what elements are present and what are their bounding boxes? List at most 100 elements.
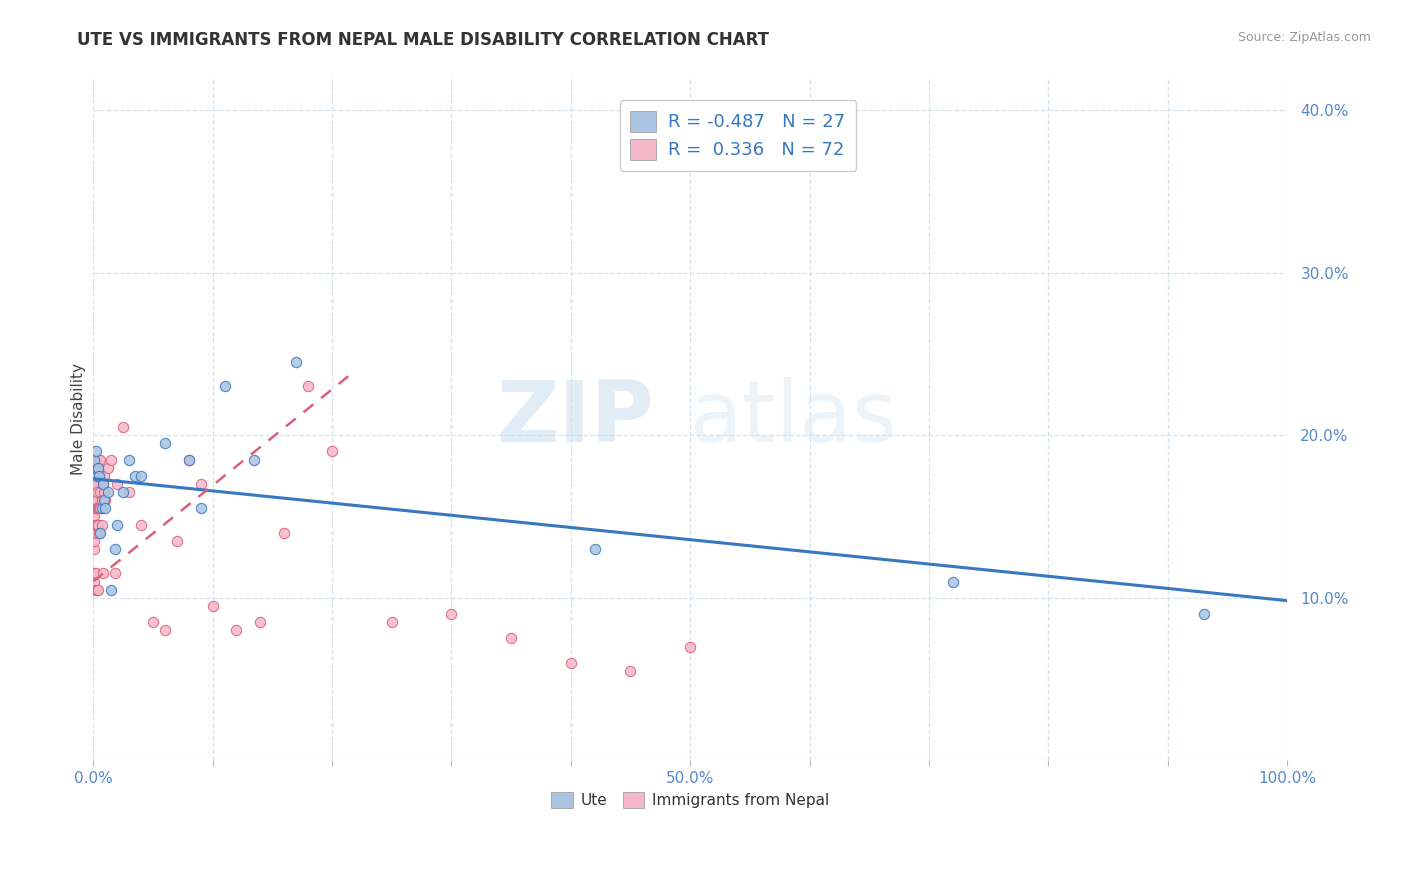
Point bbox=[91, 477, 114, 491]
Point bbox=[89, 525, 111, 540]
Point bbox=[83, 485, 105, 500]
Point bbox=[83, 509, 105, 524]
Point bbox=[84, 525, 107, 540]
Point bbox=[86, 517, 108, 532]
Point bbox=[83, 460, 105, 475]
Point bbox=[381, 615, 404, 629]
Point bbox=[112, 420, 135, 434]
Point bbox=[90, 517, 112, 532]
Point bbox=[89, 501, 111, 516]
Text: Source: ZipAtlas.com: Source: ZipAtlas.com bbox=[1237, 31, 1371, 45]
Point bbox=[100, 582, 122, 597]
Point bbox=[86, 485, 108, 500]
Point bbox=[84, 501, 107, 516]
Point bbox=[560, 656, 582, 670]
Point bbox=[104, 566, 127, 581]
Point bbox=[90, 501, 112, 516]
Point bbox=[321, 444, 343, 458]
Point bbox=[84, 501, 107, 516]
Point bbox=[94, 493, 117, 508]
Point bbox=[84, 460, 107, 475]
Point bbox=[89, 525, 111, 540]
Point bbox=[87, 517, 110, 532]
Point bbox=[93, 493, 115, 508]
Point bbox=[153, 436, 176, 450]
Point bbox=[129, 468, 152, 483]
Point bbox=[166, 533, 188, 548]
Point bbox=[499, 632, 522, 646]
Point bbox=[177, 452, 200, 467]
Point bbox=[93, 468, 115, 483]
Point bbox=[83, 574, 105, 589]
Point bbox=[83, 566, 105, 581]
Point bbox=[83, 533, 105, 548]
Point bbox=[83, 493, 105, 508]
Point bbox=[90, 493, 112, 508]
Point bbox=[87, 460, 110, 475]
Point bbox=[96, 485, 118, 500]
Point bbox=[440, 607, 463, 621]
Point bbox=[83, 468, 105, 483]
Point bbox=[100, 452, 122, 467]
Point bbox=[84, 517, 107, 532]
Point bbox=[84, 566, 107, 581]
Point bbox=[190, 501, 212, 516]
Point bbox=[118, 452, 141, 467]
Point bbox=[96, 460, 118, 475]
Point bbox=[87, 460, 110, 475]
Point bbox=[86, 582, 108, 597]
Point bbox=[201, 599, 224, 613]
Point bbox=[93, 485, 115, 500]
Point bbox=[153, 624, 176, 638]
Point bbox=[84, 444, 107, 458]
Y-axis label: Male Disability: Male Disability bbox=[72, 363, 86, 475]
Point bbox=[118, 485, 141, 500]
Point bbox=[942, 574, 965, 589]
Text: atlas: atlas bbox=[690, 377, 898, 460]
Point bbox=[297, 379, 319, 393]
Point bbox=[583, 541, 606, 556]
Point bbox=[86, 468, 108, 483]
Point bbox=[83, 582, 105, 597]
Point bbox=[105, 517, 128, 532]
Point bbox=[679, 640, 702, 654]
Point bbox=[225, 624, 247, 638]
Point bbox=[142, 615, 165, 629]
Point bbox=[1192, 607, 1215, 621]
Point bbox=[112, 485, 135, 500]
Point bbox=[129, 517, 152, 532]
Point bbox=[83, 452, 105, 467]
Text: UTE VS IMMIGRANTS FROM NEPAL MALE DISABILITY CORRELATION CHART: UTE VS IMMIGRANTS FROM NEPAL MALE DISABI… bbox=[77, 31, 769, 49]
Point bbox=[285, 355, 308, 369]
Point bbox=[177, 452, 200, 467]
Point bbox=[83, 517, 105, 532]
Point bbox=[86, 452, 108, 467]
Point bbox=[83, 477, 105, 491]
Point bbox=[619, 664, 641, 678]
Point bbox=[84, 452, 107, 467]
Point bbox=[83, 541, 105, 556]
Point bbox=[94, 501, 117, 516]
Text: ZIP: ZIP bbox=[496, 377, 654, 460]
Point bbox=[91, 477, 114, 491]
Point bbox=[89, 452, 111, 467]
Legend: Ute, Immigrants from Nepal: Ute, Immigrants from Nepal bbox=[546, 786, 835, 814]
Point bbox=[273, 525, 295, 540]
Point bbox=[86, 501, 108, 516]
Point bbox=[83, 485, 105, 500]
Point bbox=[83, 485, 105, 500]
Point bbox=[104, 541, 127, 556]
Point bbox=[249, 615, 271, 629]
Point bbox=[243, 452, 266, 467]
Point bbox=[83, 477, 105, 491]
Point bbox=[83, 525, 105, 540]
Point bbox=[83, 493, 105, 508]
Point bbox=[89, 501, 111, 516]
Point bbox=[84, 493, 107, 508]
Point bbox=[105, 477, 128, 491]
Point bbox=[87, 501, 110, 516]
Point bbox=[190, 477, 212, 491]
Point bbox=[89, 468, 111, 483]
Point bbox=[214, 379, 236, 393]
Point bbox=[91, 566, 114, 581]
